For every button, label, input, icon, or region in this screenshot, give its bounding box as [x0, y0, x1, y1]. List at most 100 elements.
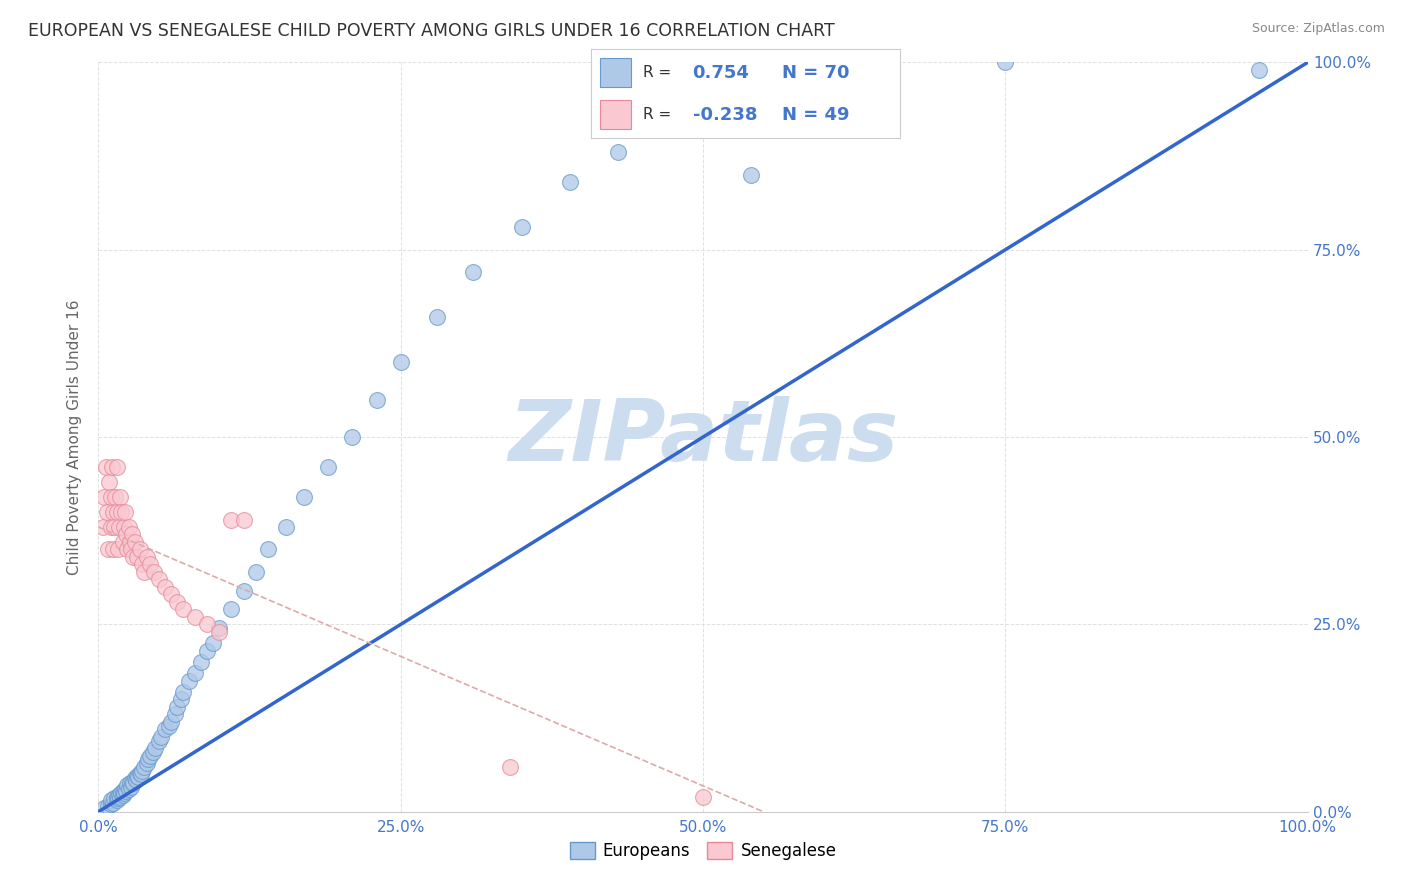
Point	[139, 748, 162, 763]
Point	[127, 770, 149, 784]
Point	[510, 220, 533, 235]
Point	[169, 692, 191, 706]
Point	[114, 505, 136, 519]
Text: R =: R =	[643, 107, 676, 122]
Point	[292, 490, 315, 504]
Point	[103, 791, 125, 805]
Point	[115, 783, 138, 797]
Point	[93, 490, 115, 504]
Point	[134, 760, 156, 774]
Point	[131, 558, 153, 572]
Point	[125, 773, 148, 788]
Text: EUROPEAN VS SENEGALESE CHILD POVERTY AMONG GIRLS UNDER 16 CORRELATION CHART: EUROPEAN VS SENEGALESE CHILD POVERTY AMO…	[28, 22, 835, 40]
Point	[107, 791, 129, 805]
Point	[256, 542, 278, 557]
Y-axis label: Child Poverty Among Girls Under 16: Child Poverty Among Girls Under 16	[67, 300, 83, 574]
Point	[150, 730, 173, 744]
Point	[316, 460, 339, 475]
Point	[97, 798, 120, 813]
Point	[1249, 62, 1271, 77]
Point	[142, 745, 165, 759]
Text: ZIPatlas: ZIPatlas	[508, 395, 898, 479]
Point	[100, 490, 122, 504]
Point	[101, 505, 124, 519]
Point	[100, 797, 122, 812]
Point	[139, 558, 162, 572]
Point	[692, 789, 714, 804]
Point	[740, 168, 762, 182]
Point	[108, 789, 131, 803]
Text: 0.754: 0.754	[693, 63, 749, 82]
Point	[195, 617, 218, 632]
Point	[124, 535, 146, 549]
Point	[148, 573, 170, 587]
Point	[426, 310, 449, 325]
Point	[245, 565, 267, 579]
Point	[153, 580, 176, 594]
Point	[115, 527, 138, 541]
Point	[110, 505, 132, 519]
Point	[127, 769, 149, 783]
Point	[103, 520, 125, 534]
Point	[166, 699, 188, 714]
Point	[121, 774, 143, 789]
Point	[143, 741, 166, 756]
Point	[105, 460, 128, 475]
Point	[108, 789, 131, 804]
Point	[98, 475, 121, 489]
Point	[463, 265, 485, 279]
Bar	[600, 100, 631, 129]
Point	[184, 666, 207, 681]
Point	[128, 542, 150, 557]
Point	[135, 549, 157, 564]
Text: N = 49: N = 49	[782, 105, 849, 124]
Point	[120, 780, 142, 794]
Point	[101, 796, 124, 810]
Point	[131, 764, 153, 778]
Point	[166, 595, 188, 609]
Point	[208, 621, 231, 635]
Point	[366, 392, 388, 407]
Point	[105, 505, 128, 519]
Point	[274, 520, 297, 534]
Point	[129, 767, 152, 781]
Point	[190, 655, 212, 669]
Point	[160, 587, 183, 601]
Point	[148, 733, 170, 747]
Point	[135, 756, 157, 770]
Point	[117, 542, 139, 557]
Point	[121, 527, 143, 541]
Point	[208, 624, 231, 639]
Point	[120, 542, 142, 557]
Point	[111, 783, 134, 797]
Text: Source: ZipAtlas.com: Source: ZipAtlas.com	[1251, 22, 1385, 36]
Point	[668, 123, 690, 137]
Point	[179, 673, 201, 688]
Point	[160, 714, 183, 729]
Bar	[600, 58, 631, 87]
Point	[101, 542, 124, 557]
Point	[96, 505, 118, 519]
Point	[100, 793, 122, 807]
Legend: Europeans, Senegalese: Europeans, Senegalese	[562, 836, 844, 867]
Text: R =: R =	[643, 65, 676, 80]
Point	[221, 602, 243, 616]
Point	[105, 789, 128, 804]
Point	[172, 602, 194, 616]
Point	[118, 776, 141, 790]
Point	[94, 460, 117, 475]
Text: N = 70: N = 70	[782, 63, 849, 82]
Point	[111, 535, 134, 549]
Point	[127, 549, 149, 564]
Point	[111, 789, 134, 803]
Point	[607, 145, 630, 160]
Point	[143, 565, 166, 579]
Point	[97, 542, 120, 557]
Point	[124, 771, 146, 785]
Point	[118, 520, 141, 534]
Point	[558, 175, 581, 189]
Point	[136, 752, 159, 766]
Point	[110, 786, 132, 800]
Point	[134, 565, 156, 579]
Point	[342, 430, 364, 444]
